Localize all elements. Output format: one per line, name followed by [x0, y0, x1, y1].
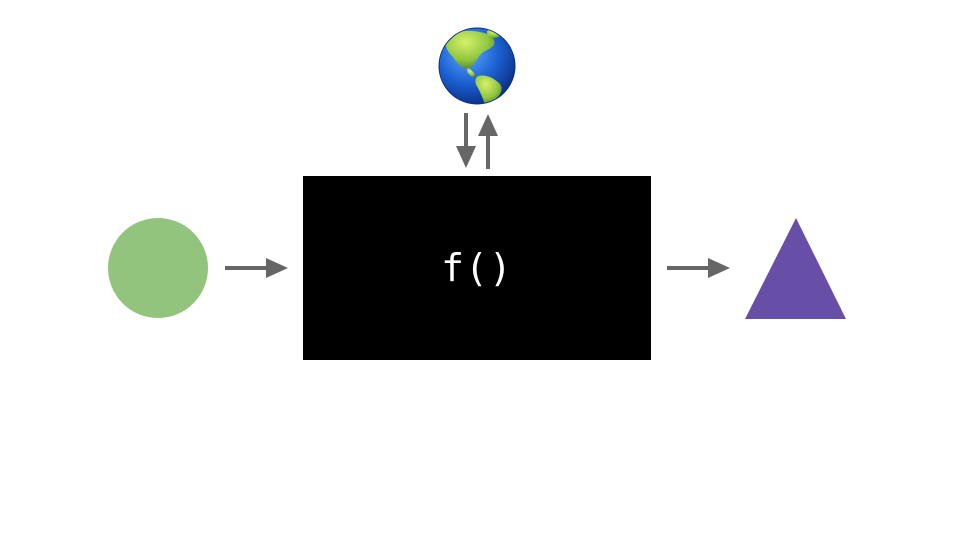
input-circle-icon [108, 218, 208, 318]
output-arrow [667, 258, 730, 278]
function-box [303, 176, 651, 360]
globe-icon [438, 27, 516, 105]
resource-down-arrow [456, 113, 476, 168]
input-arrow [225, 258, 288, 278]
function-label: f() [441, 246, 513, 290]
output-triangle-icon [745, 218, 846, 319]
resource-up-arrow [478, 114, 498, 169]
